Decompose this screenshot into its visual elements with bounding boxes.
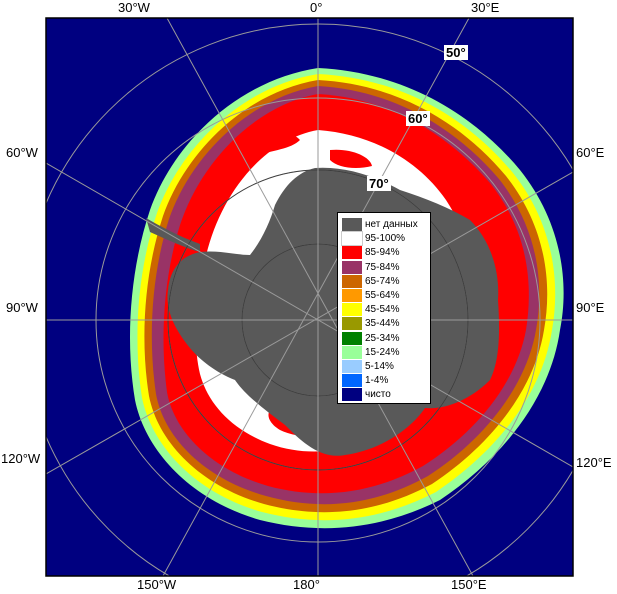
lon-label-60e: 60°E: [576, 145, 605, 160]
legend-item: 55-64%: [342, 289, 428, 303]
legend-item: 25-34%: [342, 331, 428, 346]
legend-label: 75-84%: [365, 261, 400, 273]
legend-swatch: [342, 331, 362, 345]
lat-label-50: 50°: [444, 45, 468, 60]
lon-label-30w: 30°W: [118, 0, 150, 15]
legend-label: 45-54%: [365, 304, 400, 316]
legend-swatch: [342, 360, 362, 373]
legend-item: 5-14%: [342, 360, 428, 374]
legend-swatch: [342, 260, 362, 274]
legend-swatch: [342, 289, 362, 302]
legend-swatch: [342, 345, 362, 359]
concentration-legend: нет данных 95-100% 85-94% 75-84% 65-74% 55-64…: [337, 212, 431, 404]
longitude-graticule: [46, 18, 573, 576]
lat-label-70: 70°: [367, 176, 391, 191]
lon-label-30e: 30°E: [471, 0, 500, 15]
legend-swatch: [342, 274, 362, 288]
legend-label: 35-44%: [365, 318, 400, 330]
legend-swatch: [342, 303, 362, 317]
legend-item: чисто: [342, 388, 428, 402]
lon-label-60w: 60°W: [6, 145, 38, 160]
legend-item: нет данных: [342, 218, 428, 232]
meridian-30: [166, 18, 474, 576]
legend-swatch: [342, 388, 362, 402]
legend-swatch: [342, 218, 362, 231]
lon-label-120w: 120°W: [1, 451, 41, 466]
legend-label: 1-4%: [365, 375, 389, 387]
legend-swatch: [342, 246, 362, 260]
legend-item: 45-54%: [342, 303, 428, 317]
legend-label: чисто: [365, 389, 391, 401]
legend-item: 85-94%: [342, 246, 428, 260]
lon-label-90e: 90°E: [576, 300, 605, 315]
red-patch: [330, 149, 372, 168]
legend-label: 25-34%: [365, 332, 400, 344]
legend-swatch: [342, 374, 362, 388]
legend-label: 85-94%: [365, 247, 400, 259]
legend-swatch: [342, 317, 362, 331]
legend-label: 95-100%: [365, 233, 406, 245]
legend-item: 35-44%: [342, 317, 428, 331]
legend-item: 15-24%: [342, 345, 428, 360]
map-frame: [45, 17, 574, 577]
lon-label-90w: 90°W: [6, 300, 38, 315]
legend-item: 75-84%: [342, 260, 428, 275]
lon-label-180: 180°: [293, 577, 320, 592]
legend-item: 1-4%: [342, 374, 428, 388]
legend-item: 65-74%: [342, 274, 428, 289]
lon-label-0: 0°: [310, 0, 323, 15]
meridian-60: [46, 162, 573, 468]
lon-label-150e: 150°E: [451, 577, 487, 592]
legend-label: 65-74%: [365, 275, 400, 287]
legend-swatch: [341, 231, 363, 247]
legend-label: 15-24%: [365, 346, 400, 358]
lon-label-150w: 150°W: [137, 577, 177, 592]
legend-label: нет данных: [365, 219, 418, 230]
red-patch: [236, 131, 300, 158]
meridian-60e: [46, 171, 573, 475]
legend-label: 5-14%: [365, 361, 394, 372]
lon-label-120e: 120°E: [576, 455, 612, 470]
legend-label: 55-64%: [365, 290, 400, 301]
lat-label-60: 60°: [406, 111, 430, 126]
legend-item: 95-100%: [341, 231, 428, 247]
